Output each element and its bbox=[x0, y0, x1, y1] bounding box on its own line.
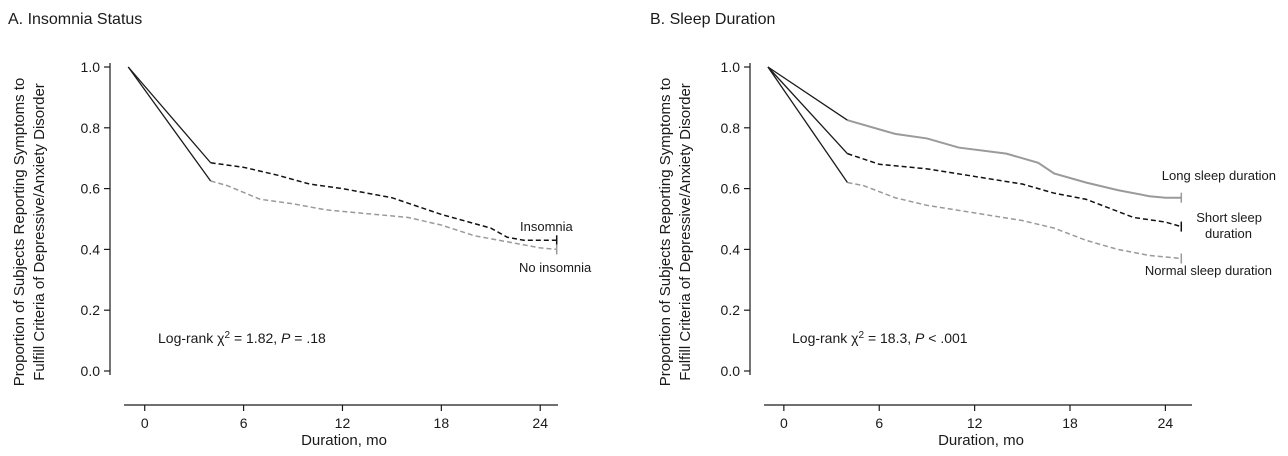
series-label: Long sleep duration bbox=[1162, 168, 1276, 183]
panel-title: A. Insomnia Status bbox=[8, 11, 142, 28]
y-tick-label: 0.2 bbox=[721, 302, 741, 318]
chart-panel-sleep-duration: B. Sleep Duration Proportion of Subjects … bbox=[650, 11, 1276, 449]
y-tick-label: 1.0 bbox=[721, 59, 741, 75]
series-line-initial bbox=[128, 67, 210, 181]
y-tick-label: 0.8 bbox=[81, 120, 101, 136]
annotation-middle: = 18.3, bbox=[864, 330, 915, 346]
y-tick-label: 0.4 bbox=[81, 241, 101, 257]
log-rank-annotation: Log-rank χ2 = 18.3, P < .001 bbox=[792, 330, 968, 347]
series-label: Normal sleep duration bbox=[1145, 263, 1272, 278]
annotation-prefix: Log-rank χ bbox=[792, 330, 859, 346]
y-tick-label: 1.0 bbox=[81, 59, 101, 75]
x-tick-label: 0 bbox=[141, 415, 149, 431]
annotation-suffix: < .001 bbox=[924, 330, 967, 346]
x-axis-title: Duration, mo bbox=[301, 432, 387, 449]
log-rank-annotation: Log-rank χ2 = 1.82, P = .18 bbox=[158, 330, 326, 347]
x-tick-label: 18 bbox=[434, 415, 450, 431]
y-axis-title-line: Fulfill Criteria of Depressive/Anxiety D… bbox=[677, 83, 694, 381]
series-label: Short sleep bbox=[1196, 210, 1262, 225]
y-tick-label: 0.2 bbox=[81, 302, 101, 318]
y-tick-label: 0.6 bbox=[81, 181, 101, 197]
series-line-initial bbox=[768, 67, 847, 183]
x-tick-label: 6 bbox=[240, 415, 248, 431]
x-tick-label: 12 bbox=[335, 415, 351, 431]
x-tick-label: 24 bbox=[1158, 415, 1174, 431]
x-tick-label: 12 bbox=[967, 415, 983, 431]
annotation-suffix: = .18 bbox=[290, 330, 326, 346]
series-line-initial bbox=[768, 67, 847, 154]
series-line bbox=[847, 183, 1181, 259]
series-label: duration bbox=[1205, 226, 1252, 241]
x-tick-label: 18 bbox=[1062, 415, 1078, 431]
series-line bbox=[847, 154, 1181, 227]
panel-title: B. Sleep Duration bbox=[650, 11, 775, 28]
annotation-middle: = 1.82, bbox=[230, 330, 281, 346]
y-axis-title-line: Fulfill Criteria of Depressive/Anxiety D… bbox=[31, 83, 48, 381]
series-label: No insomnia bbox=[519, 260, 592, 275]
y-tick-label: 0.4 bbox=[721, 241, 741, 257]
y-tick-label: 0.0 bbox=[81, 363, 101, 379]
y-axis-title-line: Proportion of Subjects Reporting Symptom… bbox=[11, 78, 28, 386]
x-tick-label: 0 bbox=[780, 415, 788, 431]
series-line bbox=[847, 120, 1181, 198]
x-axis-title: Duration, mo bbox=[938, 432, 1024, 449]
series-line bbox=[211, 163, 557, 241]
series-label: Insomnia bbox=[520, 219, 574, 234]
y-axis-title-line: Proportion of Subjects Reporting Symptom… bbox=[657, 78, 674, 386]
series-line bbox=[211, 181, 557, 249]
y-tick-label: 0.8 bbox=[721, 120, 741, 136]
series-line-initial bbox=[768, 67, 847, 120]
annotation-prefix: Log-rank χ bbox=[158, 330, 225, 346]
chart-panel-insomnia: A. Insomnia Status Proportion of Subjects… bbox=[8, 11, 592, 449]
x-tick-label: 6 bbox=[875, 415, 883, 431]
y-tick-label: 0.0 bbox=[721, 363, 741, 379]
y-tick-label: 0.6 bbox=[721, 181, 741, 197]
series-line-initial bbox=[128, 67, 210, 163]
x-tick-label: 24 bbox=[532, 415, 548, 431]
